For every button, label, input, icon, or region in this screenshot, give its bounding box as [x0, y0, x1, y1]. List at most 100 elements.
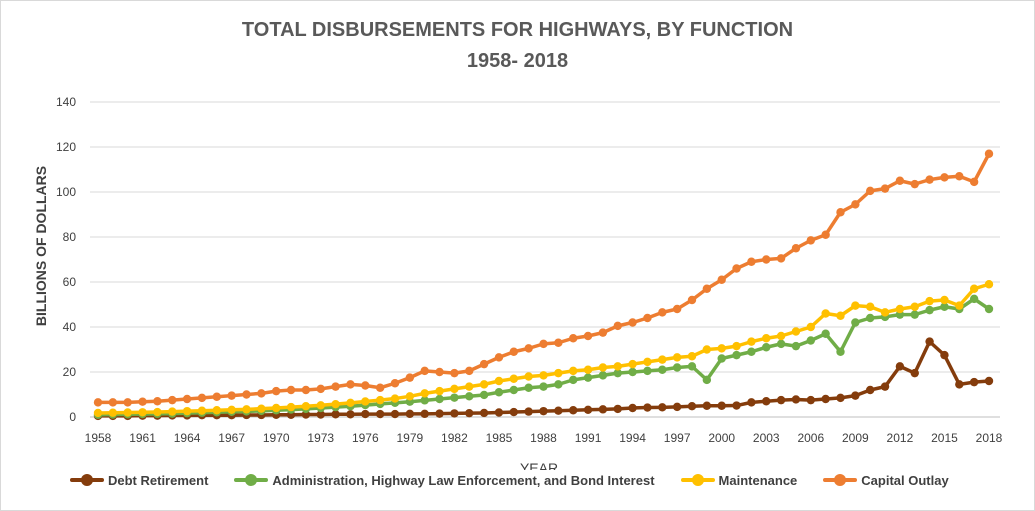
data-point [539, 371, 548, 380]
data-point [123, 398, 132, 407]
data-point [197, 393, 207, 403]
x-tick-label: 1991 [575, 431, 602, 445]
data-point [420, 366, 429, 376]
data-point [494, 376, 504, 386]
series-capital-outlay [93, 149, 994, 407]
data-point [375, 383, 385, 392]
data-point [806, 322, 815, 332]
x-tick-label: 1994 [619, 431, 646, 445]
x-tick-label: 1970 [263, 431, 290, 445]
data-point [821, 230, 830, 239]
data-point [969, 284, 979, 293]
data-point [405, 409, 415, 419]
data-point [717, 354, 726, 363]
y-axis-label: BILLIONS OF DOLLARS [33, 166, 49, 326]
data-point [940, 173, 949, 182]
x-tick-label: 2018 [976, 431, 1003, 445]
data-point [554, 368, 563, 378]
data-point [643, 403, 652, 412]
y-tick-label: 0 [69, 410, 76, 424]
data-point [435, 367, 444, 377]
data-point [762, 397, 771, 406]
data-point [984, 280, 994, 289]
data-point [598, 371, 608, 380]
legend: Debt Retirement Administration, Highway L… [70, 472, 975, 488]
data-point [851, 301, 860, 310]
data-point [286, 402, 296, 412]
data-point [717, 344, 726, 353]
data-point [257, 404, 266, 413]
data-point [257, 389, 266, 398]
legend-item: Debt Retirement [70, 472, 208, 488]
y-tick-labels: 0 20 40 60 80 100 120 140 [56, 95, 76, 424]
data-point [776, 331, 786, 341]
data-point [479, 408, 489, 418]
data-point [687, 352, 697, 361]
data-point [791, 341, 801, 351]
data-point [539, 339, 548, 349]
data-point [390, 409, 400, 419]
data-point [138, 397, 147, 406]
data-point [613, 404, 622, 414]
data-point [182, 406, 192, 416]
x-axis-label: YEAR [520, 460, 558, 470]
data-point [272, 386, 281, 396]
data-point [227, 391, 236, 400]
data-point [286, 385, 296, 395]
data-point [569, 366, 578, 376]
x-tick-labels: 1958 1961 1964 1967 1970 1973 1976 1979 1982 1985… [85, 431, 1003, 445]
data-point [776, 254, 786, 263]
data-point [791, 395, 801, 404]
data-point [821, 329, 830, 338]
data-point [227, 405, 236, 414]
legend-label: Debt Retirement [108, 472, 209, 488]
data-point [806, 336, 815, 345]
data-point [732, 401, 741, 410]
data-point [554, 380, 563, 389]
data-point [182, 394, 192, 404]
data-point [583, 365, 593, 374]
data-point [583, 373, 593, 382]
data-point [851, 391, 860, 400]
data-point [940, 295, 949, 305]
data-point [450, 409, 459, 418]
legend-label: Capital Outlay [861, 472, 949, 488]
data-point [910, 310, 919, 319]
data-point [836, 347, 845, 356]
data-point [331, 382, 340, 391]
series-maintenance [93, 280, 994, 418]
data-point [806, 395, 815, 405]
data-point [583, 331, 593, 341]
data-point [836, 208, 845, 217]
legend-swatch [234, 472, 269, 488]
x-tick-label: 1964 [174, 431, 201, 445]
data-point [806, 236, 815, 245]
data-point [866, 186, 875, 196]
data-point [747, 257, 756, 266]
data-point [925, 296, 934, 306]
chart-subtitle: 1958- 2018 [466, 50, 569, 72]
x-tick-label: 1973 [307, 431, 334, 445]
data-point [583, 405, 593, 414]
data-point [762, 255, 771, 264]
data-point [598, 328, 608, 337]
data-point [984, 149, 994, 158]
data-point [672, 353, 682, 362]
data-point [153, 407, 162, 417]
data-point [880, 308, 890, 317]
legend-item: Capital Outlay [823, 472, 949, 488]
x-tick-label: 1976 [352, 431, 379, 445]
x-tick-label: 2015 [931, 431, 958, 445]
data-point [717, 275, 726, 284]
x-tick-label: 1958 [85, 431, 112, 445]
data-point [776, 395, 786, 405]
data-point [346, 398, 355, 408]
x-tick-label: 1985 [486, 431, 513, 445]
data-point [672, 304, 682, 314]
data-point [613, 321, 622, 331]
legend-label: Administration, Highway Law Enforcement,… [272, 472, 655, 488]
data-point [702, 375, 712, 385]
data-point [910, 368, 919, 378]
x-tick-label: 1988 [530, 431, 557, 445]
